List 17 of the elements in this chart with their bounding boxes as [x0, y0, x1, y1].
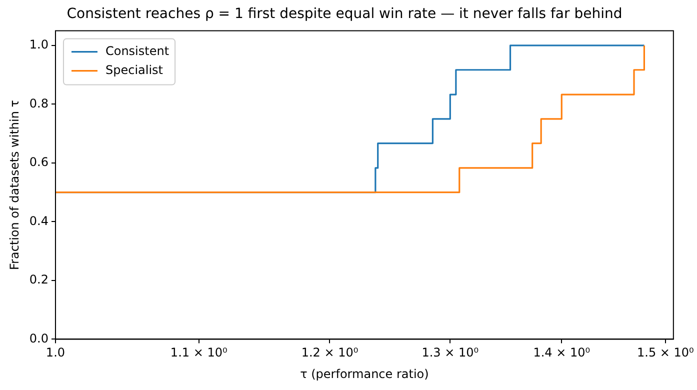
y-tick-label: 1.0: [29, 38, 48, 52]
x-axis-title: τ (performance ratio): [300, 366, 429, 381]
x-tick-label: 1.4 × 10⁰: [533, 346, 590, 360]
y-tick-label: 0.0: [29, 331, 48, 346]
x-tick-label: 1.5 × 10⁰: [636, 346, 694, 360]
chart-title: Consistent reaches ρ = 1 first despite equal win rate — it never falls far behind: [66, 6, 622, 22]
x-tick-label: 1.3 × 10⁰: [422, 346, 479, 360]
x-tick-label: 1.2 × 10⁰: [301, 346, 358, 360]
y-axis-title: Fraction of datasets within τ: [7, 100, 22, 270]
y-tick-label: 0.8: [29, 96, 48, 110]
x-tick-label: 1.0: [46, 346, 66, 360]
legend-label: Specialist: [105, 62, 164, 77]
y-tick-label: 0.4: [29, 214, 48, 228]
legend-label: Consistent: [105, 44, 170, 58]
y-tick-label: 0.6: [29, 155, 48, 170]
y-tick-label: 0.2: [29, 272, 48, 287]
x-tick-label: 1.1 × 10⁰: [170, 346, 228, 360]
